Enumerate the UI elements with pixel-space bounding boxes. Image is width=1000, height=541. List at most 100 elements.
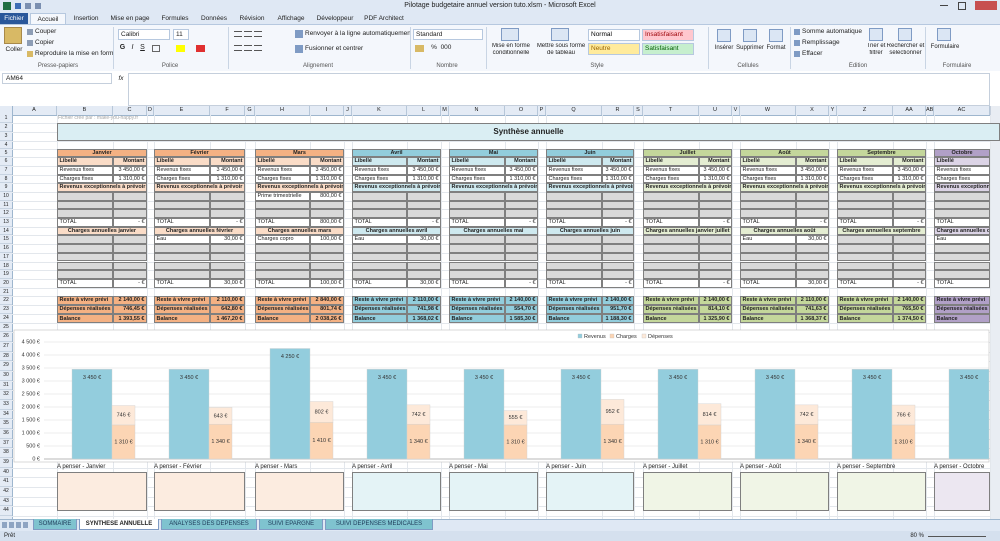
- cells-icon[interactable]: [717, 29, 731, 42]
- cell-style[interactable]: Neutre: [588, 43, 640, 55]
- data-label: 1 340 €: [603, 439, 621, 445]
- ribbon-button[interactable]: Reproduire la mise en forme: [35, 50, 113, 57]
- ribbon-tab[interactable]: Formules: [161, 15, 189, 22]
- number-format-box[interactable]: Standard: [413, 29, 483, 40]
- ribbon-tab[interactable]: Révision: [239, 15, 265, 22]
- find-icon[interactable]: [898, 28, 912, 41]
- ribbon-tab[interactable]: Affichage: [277, 15, 305, 22]
- ribbon-button[interactable]: Copier: [35, 39, 55, 46]
- ribbon-tab[interactable]: Fichier: [0, 13, 28, 24]
- font-size-box[interactable]: 11: [173, 29, 189, 40]
- ribbon-button[interactable]: de tableau: [546, 50, 576, 56]
- sheet-tab[interactable]: SYNTHESE ANNUELLE: [79, 519, 159, 530]
- row-label: [837, 261, 893, 271]
- quick-access-icon[interactable]: [25, 3, 31, 9]
- font-name-box[interactable]: Calibri: [118, 29, 170, 40]
- sort-icon[interactable]: [869, 28, 883, 41]
- ribbon-button[interactable]: Mettre sous forme: [536, 43, 586, 49]
- cell-style[interactable]: Normal: [588, 29, 640, 41]
- ribbon-tab[interactable]: Développeur: [316, 15, 354, 22]
- row-label: Revenus fixes: [449, 166, 505, 175]
- cells-icon[interactable]: [743, 29, 757, 42]
- column-header: P: [538, 106, 546, 115]
- tab-nav-button[interactable]: [2, 522, 7, 528]
- window-minimize[interactable]: [940, 5, 948, 6]
- name-box[interactable]: AM64: [2, 73, 112, 84]
- ribbon-tab[interactable]: Insertion: [73, 15, 99, 22]
- fill-color-icon[interactable]: [176, 45, 185, 52]
- ribbon-button[interactable]: Insérer: [714, 45, 734, 51]
- align-icon[interactable]: [234, 45, 242, 51]
- cells-icon[interactable]: [769, 29, 783, 42]
- vertical-scrollbar[interactable]: [990, 106, 1000, 519]
- cell-style[interactable]: Insatisfaisant: [642, 29, 694, 41]
- ribbon-button[interactable]: Remplissage: [802, 39, 840, 46]
- ribbon-button[interactable]: Somme automatique: [802, 28, 862, 35]
- ribbon-button[interactable]: Trier et: [866, 43, 886, 49]
- ribbon-button[interactable]: Format: [766, 45, 786, 51]
- table-icon[interactable]: [551, 28, 569, 41]
- zoom-level[interactable]: 80 %: [910, 533, 924, 539]
- formula-input[interactable]: [128, 73, 990, 106]
- font-style-button[interactable]: I: [131, 44, 134, 51]
- window-maximize[interactable]: [958, 2, 966, 10]
- ribbon-button[interactable]: Couper: [35, 28, 57, 35]
- font-style-button[interactable]: S: [140, 44, 145, 51]
- data-label: 742 €: [412, 412, 426, 418]
- ribbon-button[interactable]: Coller: [5, 46, 23, 53]
- quick-access-icon[interactable]: [3, 2, 11, 10]
- ribbon-tab[interactable]: Données: [200, 15, 228, 22]
- cell-gridline: [12, 287, 990, 289]
- sheet-tab[interactable]: ANALYSES DES DEPENSES: [161, 519, 257, 530]
- currency-icon[interactable]: [415, 45, 424, 52]
- tab-nav-button[interactable]: [16, 522, 21, 528]
- border-icon[interactable]: [152, 45, 160, 52]
- ribbon-separator: [228, 27, 229, 69]
- row-amount: 100,00 €: [310, 235, 344, 245]
- number-button[interactable]: %: [431, 44, 437, 51]
- sheet-tab[interactable]: SUIVI EPARGNE: [259, 519, 323, 530]
- paste-icon[interactable]: [4, 27, 22, 44]
- window-close[interactable]: [975, 1, 997, 10]
- ribbon-tab[interactable]: PDF Architect: [364, 15, 404, 22]
- form-icon[interactable]: [937, 28, 951, 41]
- cell-style[interactable]: Satisfaisant: [642, 43, 694, 55]
- align-icon[interactable]: [254, 45, 262, 51]
- ribbon-button[interactable]: Fusionner et centrer: [305, 45, 364, 52]
- quick-access-icon[interactable]: [35, 3, 41, 9]
- tab-nav-button[interactable]: [9, 522, 14, 528]
- ribbon-button[interactable]: Mise en forme: [491, 43, 530, 49]
- cell-gridline: [732, 115, 733, 519]
- font-color-icon[interactable]: [196, 45, 205, 52]
- ribbon-group-label: Police: [161, 63, 179, 69]
- row-amount: - €: [505, 218, 538, 227]
- ribbon-button[interactable]: Supprimer: [736, 45, 764, 51]
- row-label: [154, 261, 210, 271]
- ribbon-tab[interactable]: Accueil: [30, 13, 66, 24]
- ribbon-button[interactable]: Renvoyer à la ligne automatiquement: [305, 30, 410, 37]
- sheet-tab[interactable]: SUIVI DEPENSES MEDICALES: [325, 519, 433, 530]
- ribbon-button[interactable]: Rechercher et: [886, 43, 925, 49]
- ribbon-button[interactable]: Formulaire: [930, 44, 960, 50]
- ribbon-tab[interactable]: Mise en page: [110, 15, 150, 22]
- align-icon[interactable]: [234, 31, 242, 37]
- ribbon-button[interactable]: sélectionner: [889, 50, 922, 56]
- align-icon[interactable]: [244, 31, 252, 37]
- align-icon[interactable]: [244, 45, 252, 51]
- ribbon-button[interactable]: filtrer: [869, 50, 883, 56]
- tab-nav-button[interactable]: [23, 522, 28, 528]
- cell-gridline: [538, 115, 539, 519]
- font-style-button[interactable]: G: [119, 44, 126, 51]
- ribbon-button[interactable]: Effacer: [802, 50, 823, 57]
- quick-access-icon[interactable]: [15, 3, 21, 9]
- row-amount: 3 450,00 €: [407, 166, 441, 175]
- row-label: TOTAL: [740, 278, 796, 288]
- number-button[interactable]: 000: [440, 44, 452, 51]
- conditional-icon[interactable]: [501, 28, 519, 41]
- fx-button[interactable]: fx: [118, 75, 124, 82]
- ribbon-button[interactable]: conditionnelle: [492, 50, 530, 56]
- sheet-tab[interactable]: SOMMAIRE: [33, 519, 77, 530]
- zoom-slider[interactable]: [928, 536, 986, 537]
- align-icon[interactable]: [254, 31, 262, 37]
